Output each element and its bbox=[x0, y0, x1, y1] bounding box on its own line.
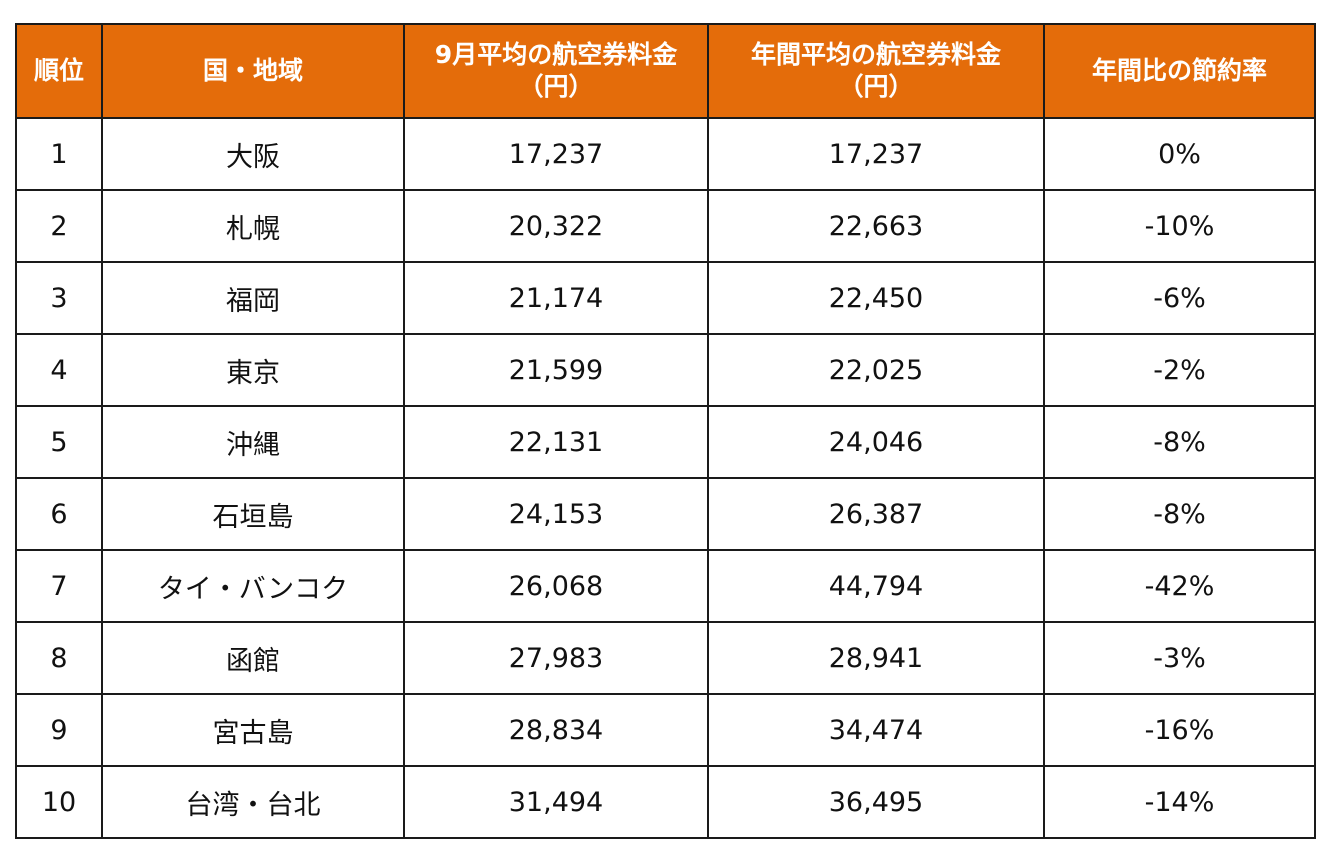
cell-annual-average: 24,046 bbox=[707, 405, 1045, 479]
header-annual-average-unit: （円） bbox=[838, 72, 914, 101]
cell-rank: 8 bbox=[15, 621, 103, 695]
cell-region: 沖縄 bbox=[101, 405, 405, 479]
header-september-average-label: 9月平均の航空券料金 bbox=[434, 40, 678, 69]
cell-region: 函館 bbox=[101, 621, 405, 695]
cell-savings-rate: -6% bbox=[1043, 261, 1316, 335]
cell-rank: 4 bbox=[15, 333, 103, 407]
header-region: 国・地域 bbox=[101, 23, 405, 119]
table-row: 1 大阪 17,237 17,237 0% bbox=[15, 117, 1316, 191]
cell-annual-average: 28,941 bbox=[707, 621, 1045, 695]
cell-savings-rate: -42% bbox=[1043, 549, 1316, 623]
cell-annual-average: 22,450 bbox=[707, 261, 1045, 335]
cell-september-average: 28,834 bbox=[403, 693, 709, 767]
header-row: 順位 国・地域 9月平均の航空券料金 （円） 年間平均の航空券料金 （円） 年間… bbox=[15, 23, 1316, 119]
cell-annual-average: 22,025 bbox=[707, 333, 1045, 407]
table-row: 4 東京 21,599 22,025 -2% bbox=[15, 333, 1316, 407]
header-region-label: 国・地域 bbox=[202, 56, 303, 85]
cell-region: 札幌 bbox=[101, 189, 405, 263]
cell-region: 大阪 bbox=[101, 117, 405, 191]
cell-savings-rate: -3% bbox=[1043, 621, 1316, 695]
cell-region: 石垣島 bbox=[101, 477, 405, 551]
cell-savings-rate: -10% bbox=[1043, 189, 1316, 263]
table-row: 2 札幌 20,322 22,663 -10% bbox=[15, 189, 1316, 263]
cell-savings-rate: -8% bbox=[1043, 477, 1316, 551]
cell-annual-average: 36,495 bbox=[707, 765, 1045, 839]
cell-rank: 1 bbox=[15, 117, 103, 191]
table-row: 8 函館 27,983 28,941 -3% bbox=[15, 621, 1316, 695]
cell-annual-average: 17,237 bbox=[707, 117, 1045, 191]
cell-savings-rate: 0% bbox=[1043, 117, 1316, 191]
cell-september-average: 26,068 bbox=[403, 549, 709, 623]
cell-annual-average: 22,663 bbox=[707, 189, 1045, 263]
header-savings-rate-label: 年間比の節約率 bbox=[1091, 56, 1267, 85]
table-row: 10 台湾・台北 31,494 36,495 -14% bbox=[15, 765, 1316, 839]
cell-september-average: 31,494 bbox=[403, 765, 709, 839]
cell-region: 台湾・台北 bbox=[101, 765, 405, 839]
table-row: 6 石垣島 24,153 26,387 -8% bbox=[15, 477, 1316, 551]
cell-region: 福岡 bbox=[101, 261, 405, 335]
cell-rank: 7 bbox=[15, 549, 103, 623]
header-savings-rate: 年間比の節約率 bbox=[1043, 23, 1316, 119]
header-annual-average: 年間平均の航空券料金 （円） bbox=[707, 23, 1045, 119]
cell-september-average: 24,153 bbox=[403, 477, 709, 551]
header-rank-label: 順位 bbox=[33, 56, 84, 85]
cell-rank: 3 bbox=[15, 261, 103, 335]
header-rank: 順位 bbox=[15, 23, 103, 119]
cell-savings-rate: -16% bbox=[1043, 693, 1316, 767]
cell-september-average: 20,322 bbox=[403, 189, 709, 263]
cell-september-average: 27,983 bbox=[403, 621, 709, 695]
cell-september-average: 21,599 bbox=[403, 333, 709, 407]
cell-region: 東京 bbox=[101, 333, 405, 407]
header-september-average: 9月平均の航空券料金 （円） bbox=[403, 23, 709, 119]
cell-savings-rate: -8% bbox=[1043, 405, 1316, 479]
header-annual-average-label: 年間平均の航空券料金 bbox=[750, 40, 1001, 69]
fare-table: 順位 国・地域 9月平均の航空券料金 （円） 年間平均の航空券料金 （円） 年間… bbox=[15, 23, 1316, 839]
header-september-average-unit: （円） bbox=[518, 72, 594, 101]
table-body: 1 大阪 17,237 17,237 0% 2 札幌 20,322 22,663 -10% 3 福岡 2… bbox=[15, 117, 1316, 839]
cell-annual-average: 34,474 bbox=[707, 693, 1045, 767]
table-row: 5 沖縄 22,131 24,046 -8% bbox=[15, 405, 1316, 479]
cell-region: タイ・バンコク bbox=[101, 549, 405, 623]
cell-rank: 5 bbox=[15, 405, 103, 479]
table-row: 3 福岡 21,174 22,450 -6% bbox=[15, 261, 1316, 335]
cell-savings-rate: -14% bbox=[1043, 765, 1316, 839]
cell-september-average: 22,131 bbox=[403, 405, 709, 479]
cell-region: 宮古島 bbox=[101, 693, 405, 767]
fare-table-container: 順位 国・地域 9月平均の航空券料金 （円） 年間平均の航空券料金 （円） 年間… bbox=[15, 23, 1316, 839]
cell-savings-rate: -2% bbox=[1043, 333, 1316, 407]
cell-september-average: 21,174 bbox=[403, 261, 709, 335]
cell-rank: 6 bbox=[15, 477, 103, 551]
cell-september-average: 17,237 bbox=[403, 117, 709, 191]
cell-rank: 2 bbox=[15, 189, 103, 263]
cell-rank: 9 bbox=[15, 693, 103, 767]
cell-rank: 10 bbox=[15, 765, 103, 839]
cell-annual-average: 44,794 bbox=[707, 549, 1045, 623]
table-row: 9 宮古島 28,834 34,474 -16% bbox=[15, 693, 1316, 767]
cell-annual-average: 26,387 bbox=[707, 477, 1045, 551]
table-row: 7 タイ・バンコク 26,068 44,794 -42% bbox=[15, 549, 1316, 623]
